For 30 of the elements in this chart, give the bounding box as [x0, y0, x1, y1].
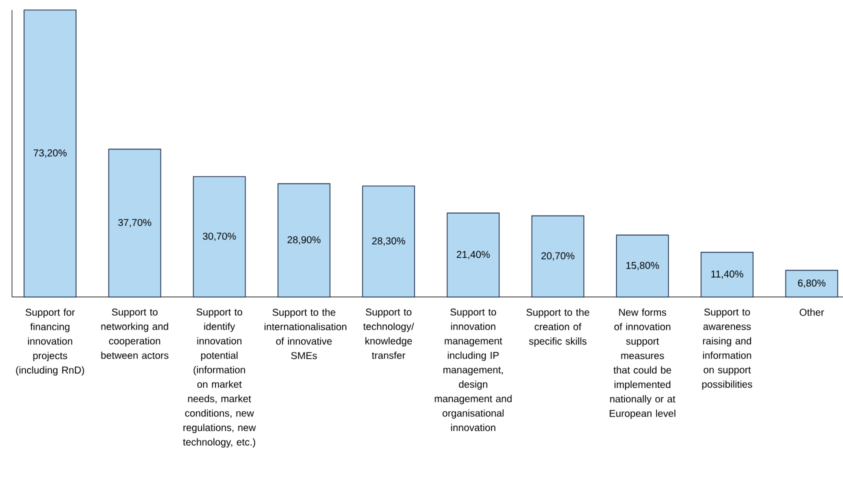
data-label: 21,40%	[456, 250, 490, 260]
data-label: 28,90%	[288, 236, 321, 244]
data-label: 73,20%	[34, 149, 67, 158]
bar	[531, 215, 584, 298]
category-label: Support to innovation management including IP management, design management and organisational innovation	[434, 308, 512, 432]
bar	[785, 270, 838, 298]
data-label: 15,80%	[626, 262, 660, 270]
data-label: 37,70%	[118, 218, 152, 228]
x-tick-label: Support to the creation of specific skills	[526, 308, 590, 347]
bar	[446, 212, 500, 298]
data-label: 28,30%	[372, 237, 406, 246]
data-label: 30,70%	[202, 232, 236, 241]
bar	[616, 234, 669, 298]
x-tick-label: Support to awareness raising and information on support possibilities	[702, 308, 752, 390]
bar	[24, 10, 76, 298]
category-label: Support to identify innovation potential (information on market needs, market conditions, new regulations, new technology, etc.)	[183, 308, 256, 448]
x-tick-label: New forms of innovation support measures that could be implemented nationally or at European level	[610, 308, 676, 419]
data-label: 20,70%	[541, 252, 574, 261]
data-label: 11,40%	[711, 270, 744, 279]
bar	[192, 176, 246, 298]
bar	[362, 186, 415, 298]
x-tick-label: Support to technology/ knowledge transfer	[363, 308, 414, 359]
x-tick-label: Other	[800, 308, 824, 316]
data-label: 6,80%	[798, 280, 826, 288]
bar	[700, 252, 754, 298]
x-tick-label: Support to the internationalisation of innovative SMEs	[264, 308, 346, 360]
bar	[278, 183, 330, 298]
x-tick-label: Support to networking and cooperation between actors	[101, 308, 168, 359]
x-tick-label: Support for financing innovation projects (including RnD)	[16, 308, 84, 376]
bar	[108, 148, 162, 298]
